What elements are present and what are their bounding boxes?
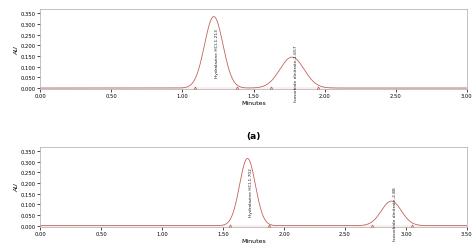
Y-axis label: AU: AU [14,182,19,191]
Text: Hydralazine HCl-1.213: Hydralazine HCl-1.213 [216,29,219,77]
Text: Isosorbide dinitrate-2.88: Isosorbide dinitrate-2.88 [393,187,397,240]
Text: (a): (a) [246,131,261,140]
Text: Isosorbide dinitrate-1.657: Isosorbide dinitrate-1.657 [294,45,298,102]
Y-axis label: AU: AU [14,46,19,54]
X-axis label: Minutes: Minutes [241,238,266,243]
Text: Hydralazine HCl-1.702: Hydralazine HCl-1.702 [249,168,253,217]
X-axis label: Minutes: Minutes [241,101,266,106]
